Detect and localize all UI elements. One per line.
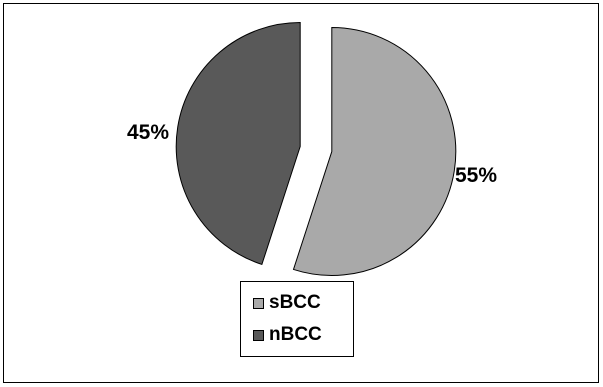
pie-chart: 55% 45% [127,21,497,276]
pie-slice-sbcc [292,27,457,276]
legend-label-sbcc: sBCC [269,292,321,313]
chart-area: 55% 45% sBCC nBCC [3,3,599,383]
legend-item-nbcc: nBCC [253,325,322,345]
legend-swatch-nbcc [253,329,264,341]
legend: sBCC nBCC [240,281,354,357]
pie-slices [175,21,457,276]
legend-label-nbcc: nBCC [269,324,322,345]
pie-slice-nbcc [175,21,301,266]
legend-swatch-sbcc [253,297,264,309]
legend-item-sbcc: sBCC [253,293,321,313]
slice-label-sbcc: 55% [455,164,497,187]
slice-label-nbcc: 45% [127,121,169,144]
